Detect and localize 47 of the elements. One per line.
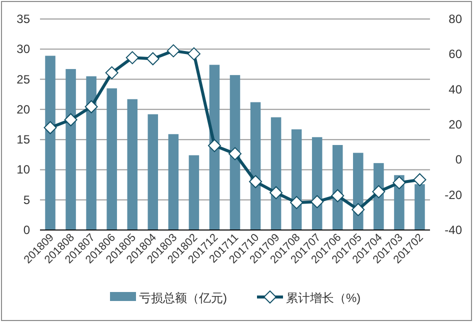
y-tick-label: 35 — [16, 12, 30, 26]
y2-tick-label: 40 — [448, 82, 462, 96]
point — [44, 121, 57, 134]
point — [392, 176, 406, 190]
point — [249, 175, 262, 188]
legend-label: 累计增长（%) — [286, 291, 361, 305]
y-tick-label: 25 — [16, 72, 30, 86]
bar — [414, 184, 425, 230]
bar — [250, 102, 261, 230]
bar — [86, 76, 96, 230]
point — [310, 195, 324, 208]
point — [64, 113, 78, 126]
y2-tick-label: -20 — [444, 188, 462, 202]
bar — [106, 88, 117, 230]
y2-tick-label: 0 — [455, 152, 462, 167]
bar — [188, 155, 200, 230]
bar — [66, 69, 76, 230]
point — [331, 189, 344, 202]
point — [105, 66, 118, 80]
point — [270, 186, 283, 200]
legend-label: 亏损总额（亿元) — [139, 291, 227, 305]
y-tick-label: 30 — [16, 42, 30, 56]
y2-tick-label: 60 — [448, 47, 462, 62]
point — [126, 51, 139, 64]
y2-tick-label: -40 — [444, 223, 462, 237]
y-tick-label: 15 — [16, 132, 30, 147]
point — [372, 185, 386, 198]
bar — [45, 56, 56, 230]
bar — [148, 114, 158, 230]
y-tick-label: 0 — [23, 223, 30, 237]
bar — [230, 75, 240, 230]
point — [352, 203, 365, 216]
point — [228, 147, 242, 160]
point — [413, 173, 426, 186]
bar — [168, 134, 179, 230]
y2-tick-label: 20 — [448, 118, 462, 132]
point — [187, 47, 200, 60]
point — [84, 100, 98, 114]
y-tick-label: 20 — [16, 102, 30, 116]
bar — [127, 99, 138, 230]
point — [146, 52, 160, 66]
point — [166, 44, 180, 58]
y-tick-label: 10 — [16, 162, 30, 177]
y2-tick-label: 80 — [448, 12, 462, 26]
point — [290, 196, 304, 210]
y-tick-label: 5 — [23, 192, 30, 207]
point — [208, 139, 221, 152]
